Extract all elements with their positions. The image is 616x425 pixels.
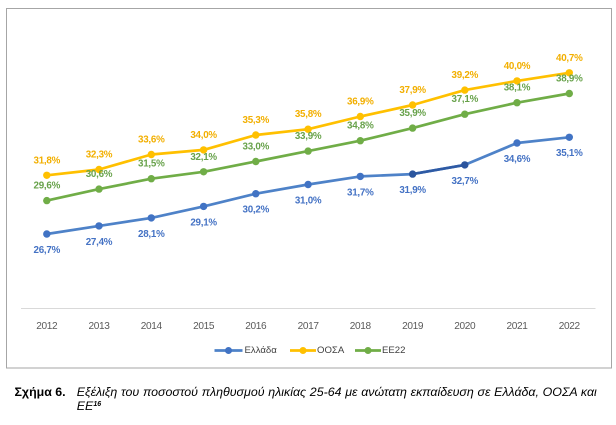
svg-text:30,6%: 30,6% bbox=[86, 169, 113, 180]
svg-text:40,7%: 40,7% bbox=[556, 53, 583, 64]
svg-text:33,0%: 33,0% bbox=[243, 142, 270, 153]
svg-text:31,8%: 31,8% bbox=[34, 155, 61, 166]
svg-text:33,6%: 33,6% bbox=[138, 135, 165, 146]
svg-text:2013: 2013 bbox=[88, 321, 110, 332]
svg-text:33,9%: 33,9% bbox=[295, 131, 322, 142]
svg-text:35,8%: 35,8% bbox=[295, 109, 322, 120]
svg-text:35,3%: 35,3% bbox=[243, 115, 270, 126]
svg-text:38,9%: 38,9% bbox=[556, 74, 583, 85]
svg-text:2018: 2018 bbox=[350, 321, 372, 332]
svg-text:30,2%: 30,2% bbox=[243, 205, 270, 216]
svg-text:27,4%: 27,4% bbox=[86, 237, 113, 248]
svg-text:ΟΟΣΑ: ΟΟΣΑ bbox=[317, 345, 345, 356]
svg-text:26,7%: 26,7% bbox=[34, 245, 61, 256]
svg-text:40,0%: 40,0% bbox=[504, 61, 531, 72]
svg-text:32,7%: 32,7% bbox=[452, 176, 479, 187]
svg-text:36,9%: 36,9% bbox=[347, 97, 374, 108]
svg-text:35,9%: 35,9% bbox=[399, 108, 426, 119]
svg-text:31,0%: 31,0% bbox=[295, 195, 322, 206]
svg-text:39,2%: 39,2% bbox=[452, 70, 479, 81]
svg-text:2017: 2017 bbox=[298, 321, 320, 332]
svg-text:29,6%: 29,6% bbox=[34, 181, 61, 192]
svg-text:2016: 2016 bbox=[245, 321, 267, 332]
svg-text:2014: 2014 bbox=[141, 321, 163, 332]
svg-text:Ελλάδα: Ελλάδα bbox=[245, 345, 278, 356]
svg-text:2012: 2012 bbox=[36, 321, 58, 332]
svg-text:2022: 2022 bbox=[559, 321, 581, 332]
svg-text:34,6%: 34,6% bbox=[504, 154, 531, 165]
svg-text:31,9%: 31,9% bbox=[399, 185, 426, 196]
svg-text:28,1%: 28,1% bbox=[138, 229, 165, 240]
svg-text:2021: 2021 bbox=[506, 321, 528, 332]
svg-text:29,1%: 29,1% bbox=[190, 217, 217, 228]
svg-text:37,1%: 37,1% bbox=[452, 94, 479, 105]
svg-text:ΕΕ22: ΕΕ22 bbox=[382, 345, 405, 356]
svg-text:31,7%: 31,7% bbox=[347, 187, 374, 198]
svg-text:32,3%: 32,3% bbox=[86, 150, 113, 161]
svg-text:2015: 2015 bbox=[193, 321, 215, 332]
svg-text:35,1%: 35,1% bbox=[556, 148, 583, 159]
svg-text:32,1%: 32,1% bbox=[190, 152, 217, 163]
svg-text:34,8%: 34,8% bbox=[347, 121, 374, 132]
svg-text:2020: 2020 bbox=[454, 321, 476, 332]
svg-text:31,5%: 31,5% bbox=[138, 159, 165, 170]
svg-text:2019: 2019 bbox=[402, 321, 424, 332]
svg-text:38,1%: 38,1% bbox=[504, 83, 531, 94]
svg-text:37,9%: 37,9% bbox=[399, 85, 426, 96]
svg-text:34,0%: 34,0% bbox=[190, 130, 217, 141]
